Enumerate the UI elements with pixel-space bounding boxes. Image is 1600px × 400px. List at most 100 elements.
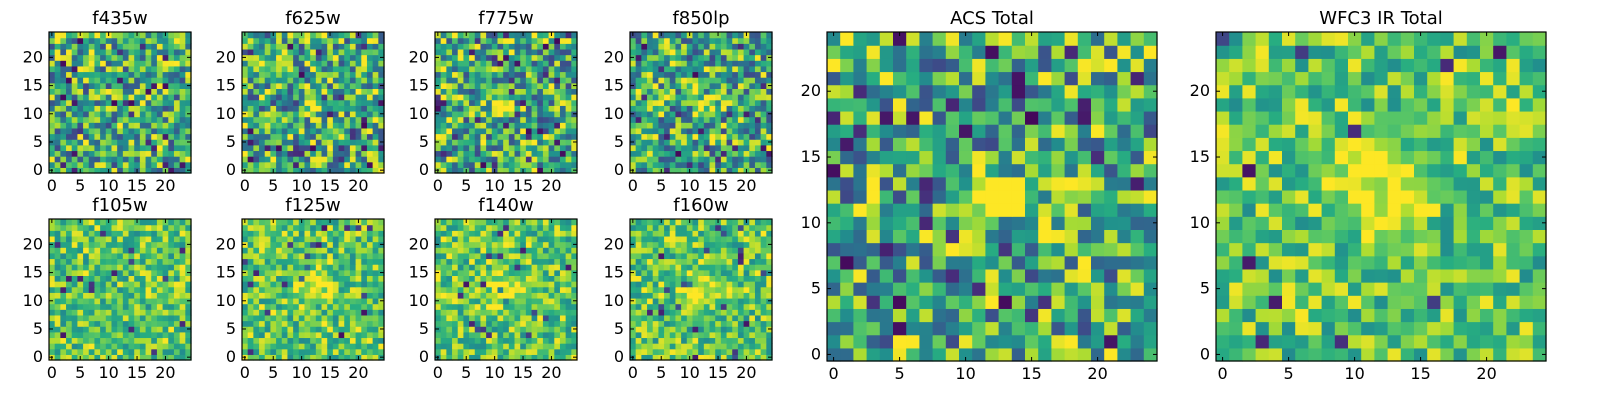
heatmap-cell xyxy=(128,99,135,106)
heatmap-cell xyxy=(554,219,561,226)
heatmap-cell xyxy=(486,354,493,361)
heatmap-cell xyxy=(720,105,728,112)
heatmap-cell xyxy=(366,122,374,129)
heatmap-cell xyxy=(66,48,73,56)
heatmap-cell xyxy=(134,348,141,355)
heatmap-cell xyxy=(669,144,677,152)
heatmap-cell xyxy=(760,167,767,174)
heatmap-cell xyxy=(298,297,306,305)
heatmap-cell xyxy=(675,314,682,322)
heatmap-cell xyxy=(491,110,499,118)
heatmap-cell xyxy=(100,127,107,135)
heatmap-cell xyxy=(732,122,739,129)
heatmap-cell xyxy=(554,144,561,152)
heatmap-cell xyxy=(338,241,345,248)
heatmap-cell xyxy=(247,314,254,322)
heatmap-cell xyxy=(264,258,271,265)
heatmap-cell xyxy=(440,32,447,39)
heatmap-cell xyxy=(664,110,671,118)
heatmap-cell xyxy=(287,252,294,260)
heatmap-cell xyxy=(681,286,688,293)
heatmap-cell xyxy=(635,343,642,350)
heatmap-cell xyxy=(664,139,671,146)
heatmap-cell xyxy=(457,258,464,265)
heatmap-cell xyxy=(766,37,773,44)
heatmap-cell xyxy=(720,303,728,310)
heatmap-cell xyxy=(139,65,147,73)
heatmap-cell xyxy=(709,150,716,157)
heatmap-cell xyxy=(520,252,527,260)
heatmap-cell xyxy=(732,77,739,84)
heatmap-cell xyxy=(658,65,665,73)
heatmap-cell xyxy=(474,71,482,78)
heatmap-cell xyxy=(94,37,101,44)
heatmap-cell xyxy=(480,219,487,226)
heatmap-cell xyxy=(111,139,118,146)
heatmap-cell xyxy=(525,122,533,129)
heatmap-cell xyxy=(378,314,385,322)
heatmap-cell xyxy=(565,348,572,355)
heatmap-cell xyxy=(259,275,266,282)
heatmap-cell xyxy=(658,71,665,78)
heatmap-cell xyxy=(474,48,482,56)
heatmap-cell xyxy=(641,320,648,327)
heatmap-cell xyxy=(508,37,516,44)
heatmap-cell xyxy=(293,43,300,50)
heatmap-cell xyxy=(503,94,510,101)
heatmap-cell xyxy=(281,247,289,254)
heatmap-cell xyxy=(537,269,544,276)
heatmap-cell xyxy=(440,88,447,95)
heatmap-cell xyxy=(293,235,300,243)
heatmap-cell xyxy=(531,281,538,288)
heatmap-cell xyxy=(264,127,271,135)
heatmap-cell xyxy=(537,127,544,135)
heatmap-cell xyxy=(276,309,283,316)
heatmap-cell xyxy=(77,43,84,50)
y-tick-label: 10 xyxy=(604,104,624,123)
heatmap-cell xyxy=(355,314,362,322)
heatmap-cell xyxy=(698,127,705,135)
heatmap-cell xyxy=(134,331,141,339)
heatmap-cell xyxy=(259,48,266,56)
heatmap-cell xyxy=(503,32,510,39)
heatmap-cell xyxy=(77,309,84,316)
heatmap-cell xyxy=(185,127,192,135)
heatmap-cell xyxy=(151,297,158,305)
heatmap-cell xyxy=(49,77,56,84)
heatmap-cell xyxy=(71,54,78,61)
heatmap-cell xyxy=(732,326,739,333)
heatmap-cell xyxy=(641,116,648,123)
heatmap-cell xyxy=(145,219,152,226)
heatmap-cell xyxy=(168,116,175,123)
heatmap-cell xyxy=(321,65,328,73)
heatmap-cell xyxy=(242,303,249,310)
heatmap-cell xyxy=(304,224,311,231)
heatmap-cell xyxy=(760,144,767,152)
heatmap-cell xyxy=(281,48,289,56)
heatmap-cell xyxy=(669,60,677,67)
heatmap-cell xyxy=(720,43,728,50)
x-tick-label: 20 xyxy=(541,176,561,195)
heatmap-cell xyxy=(372,32,379,39)
heatmap-cell xyxy=(162,275,169,282)
heatmap-cell xyxy=(349,224,357,231)
y-tick-label: 10 xyxy=(409,104,429,123)
heatmap-cell xyxy=(344,43,351,50)
heatmap-cell xyxy=(349,269,357,276)
heatmap-cell xyxy=(315,252,323,260)
heatmap-cell xyxy=(652,281,659,288)
heatmap-cell xyxy=(145,247,152,254)
heatmap-cell xyxy=(457,150,464,157)
heatmap-cell xyxy=(709,71,716,78)
heatmap-cell xyxy=(559,224,567,231)
heatmap-cell xyxy=(145,348,152,355)
heatmap-cell xyxy=(669,354,677,361)
heatmap-cell xyxy=(686,139,694,146)
heatmap-cell xyxy=(446,99,453,106)
heatmap-cell xyxy=(247,292,254,299)
y-tick-label: 5 xyxy=(419,132,429,151)
heatmap-cell xyxy=(514,99,521,106)
heatmap-cell xyxy=(709,82,716,89)
heatmap-cell xyxy=(156,43,164,50)
heatmap-cell xyxy=(122,348,130,355)
